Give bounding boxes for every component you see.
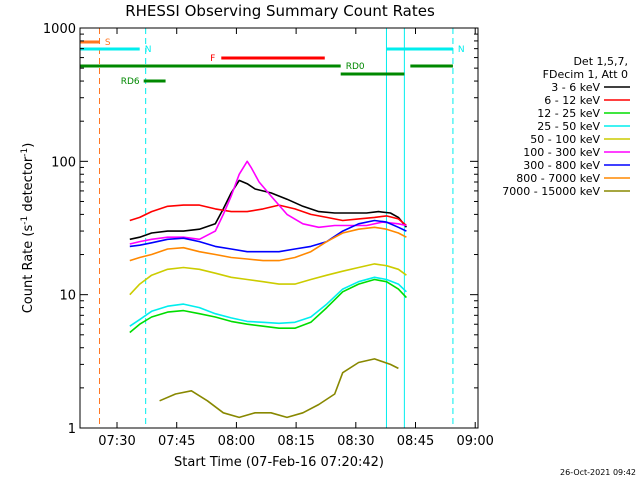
legend-entry-label: 3 - 6 keV — [551, 81, 600, 94]
x-axis-label: Start Time (07-Feb-16 07:20:42) — [174, 455, 384, 470]
legend-entry-label: 7000 - 15000 keV — [502, 185, 600, 198]
series-line-2 — [129, 278, 407, 334]
flag-label: S — [105, 38, 111, 48]
flag-label: F — [210, 54, 215, 64]
legend-entry-label: 300 - 800 keV — [523, 159, 600, 172]
y-tick-label: 1 — [68, 422, 76, 437]
series-line-6 — [129, 219, 407, 253]
timestamp: 26-Oct-2021 09:42 — [560, 468, 636, 477]
x-tick-label: 08:45 — [397, 434, 434, 449]
y-tick-label: 100 — [51, 155, 76, 170]
legend-entry-label: 50 - 100 keV — [530, 133, 600, 146]
chart-title: RHESSI Observing Summary Count Rates — [125, 2, 435, 20]
legend-entry-label: 12 - 25 keV — [537, 107, 600, 120]
legend-entry-label: 6 - 12 keV — [544, 94, 600, 107]
x-tick-label: 08:15 — [277, 434, 314, 449]
flag-label: RD6 — [121, 77, 140, 87]
flag-label: N — [458, 45, 465, 55]
series-line-4 — [129, 263, 407, 296]
series-line-0 — [129, 179, 408, 241]
legend-entry-label: 100 - 300 keV — [523, 146, 600, 159]
x-tick-label: 07:30 — [98, 434, 135, 449]
y-axis-label: Count Rate (s-1 detector-1) — [20, 143, 36, 314]
y-tick-label: 10 — [59, 289, 76, 304]
x-tick-label: 08:00 — [218, 434, 255, 449]
flag-label: RD0 — [346, 62, 365, 72]
legend-entry-label: 800 - 7000 keV — [516, 172, 600, 185]
series-line-8 — [159, 358, 399, 419]
legend-entry-label: 25 - 50 keV — [537, 120, 600, 133]
x-tick-label: 08:30 — [337, 434, 374, 449]
x-tick-label: 07:45 — [158, 434, 195, 449]
legend-header: FDecim 1, Att 0 — [543, 68, 628, 81]
series-line-7 — [129, 226, 407, 262]
flag-label: N — [145, 45, 152, 55]
series-line-1 — [129, 204, 407, 227]
y-tick-label: 1000 — [43, 22, 76, 37]
series-line-3 — [129, 276, 407, 327]
x-tick-label: 09:00 — [456, 434, 493, 449]
legend-header: Det 1,5,7, — [573, 55, 628, 68]
plot-frame — [79, 27, 479, 429]
